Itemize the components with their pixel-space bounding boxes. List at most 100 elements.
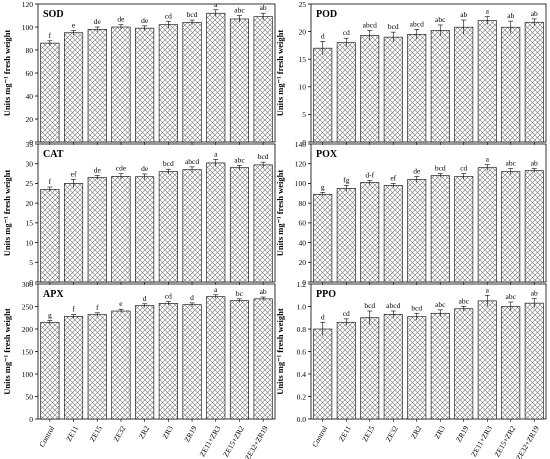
bar-ze32-zr19 [524,302,544,420]
y-tick-label: 200 [22,325,34,334]
x-tick-label: Control [310,424,329,448]
bar-ze15-zr2 [229,167,249,283]
significance-letter: ef [390,173,396,182]
significance-letter: abc [506,159,517,168]
y-tick-label: 0 [29,278,33,287]
x-tick-label: ZR3 [432,424,447,440]
bar-ze15-zr2 [501,306,521,420]
y-tick-label: 5 [29,258,33,267]
bar-ze15 [360,317,380,420]
y-tick-label: 50 [26,392,34,401]
y-tick-label: 15 [299,55,307,64]
panel-cat: 0 5 10 15 20 25 30 35 f ef de cde de bcd abcd a abc bcd CA… [2,140,276,287]
bar-ze11-zr3 [477,20,497,143]
panel-title: POX [316,149,338,160]
significance-letter: bcd [163,159,174,168]
bar-ze15 [87,28,107,143]
bar-ze15 [360,35,380,143]
bar-ze11-zr3 [477,300,497,420]
significance-letter: f [49,177,52,186]
y-axis-label: Units mg⁻¹ fresh weight [2,30,12,117]
significance-letter: abc [459,297,470,306]
y-tick-label: 80 [26,46,34,55]
y-tick-label: 60 [299,219,307,228]
bar-zr3 [430,175,450,283]
x-tick-label: ZE15+ZR2 [221,424,246,458]
significance-letter: ab [260,287,267,296]
panel-title: PPO [316,289,336,300]
x-tick-label: ZE11+ZR3 [469,424,494,458]
bar-ze11 [336,321,356,420]
significance-letter: ab [531,289,538,298]
bar-zr19 [182,304,202,420]
significance-letter: f [49,31,52,40]
y-tick-label: 1.0 [297,302,307,311]
significance-letter: ab [531,9,538,18]
bar-zr2 [135,305,155,420]
y-tick-label: 10 [26,238,34,247]
panel-title: APX [43,289,64,300]
y-tick-label: 35 [26,140,34,149]
significance-letter: abc [234,6,245,15]
x-tick-label: ZE11+ZR3 [198,424,223,458]
y-tick-label: 10 [299,83,307,92]
y-axis-label: Units mg⁻¹ fresh weight [275,308,285,395]
significance-letter: bcd [388,22,399,31]
significance-letter: abc [435,15,446,24]
bar-control [40,42,60,143]
bar-zr2 [407,34,427,143]
panel-title: CAT [43,149,64,160]
significance-letter: a [486,155,490,164]
x-tick-label: ZR19 [454,424,470,444]
bar-ze11 [336,42,356,143]
panel-pod: 0 5 10 15 20 25 d cd abcd bcd abcd abc ab a ab ab POD Uni… [275,0,547,147]
significance-letter: d [321,312,325,321]
significance-letter: cd [165,292,172,301]
bar-ze11-zr3 [206,162,226,283]
significance-letter: d [190,293,194,302]
x-tick-label: ZE15+ZR2 [492,424,517,458]
y-tick-label: 0 [29,138,33,147]
bar-ze11-zr3 [206,296,226,420]
bar-control [313,328,333,420]
y-tick-label: 30 [26,160,34,169]
bar-control [40,189,60,283]
significance-letter: d-f [365,170,374,179]
significance-letter: de [117,15,125,24]
significance-letter: de [94,17,102,26]
y-tick-label: 120 [22,0,34,9]
x-tick-label: ZE15 [360,424,376,443]
plot-frame [37,143,276,283]
bar-control [313,47,333,143]
bar-zr19 [182,22,202,143]
significance-letter: a [486,285,490,294]
x-tick-label: ZR3 [160,424,175,440]
significance-letter: ef [71,169,77,178]
significance-letter: abc [506,292,517,301]
bar-ze15-zr2 [501,171,521,283]
panel-ppo: 0.0 0.2 0.4 0.6 0.8 1.0 1.2 d cd bcd abcd bcd abc abc… [275,280,547,459]
x-tick-label: ZE32+ZR19 [514,424,541,459]
significance-letter: a [214,0,218,9]
bar-zr3 [430,312,450,420]
significance-letter: cd [165,11,172,20]
significance-letter: cd [343,309,350,318]
y-tick-label: 0 [302,278,306,287]
y-tick-label: 0.6 [297,347,307,356]
y-tick-label: 0.4 [297,370,307,379]
significance-letter: de [413,167,421,176]
significance-letter: e [119,299,123,308]
bar-ze15-zr2 [229,18,249,143]
significance-letter: g [48,310,52,319]
bar-ze15 [360,182,380,283]
significance-letter: d [143,294,147,303]
significance-letter: abc [435,300,446,309]
y-tick-label: 250 [22,302,34,311]
bar-control [313,193,333,283]
y-tick-label: 20 [26,115,34,124]
y-tick-label: 15 [26,219,34,228]
y-tick-label: 25 [26,179,34,188]
significance-letter: abcd [185,157,199,166]
x-tick-label: ZE32+ZR19 [243,424,270,459]
y-tick-label: 20 [26,199,34,208]
